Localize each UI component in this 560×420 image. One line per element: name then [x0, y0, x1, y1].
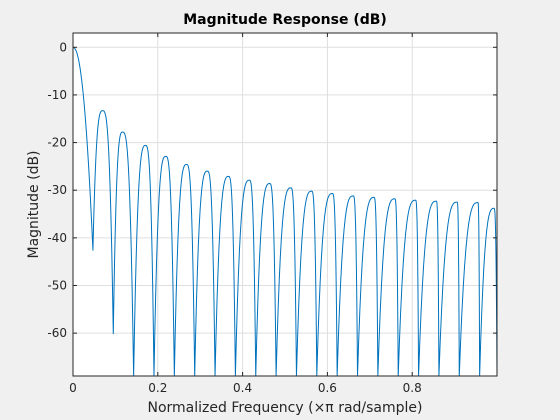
grid-lines	[72, 33, 497, 376]
y-tick-label: -60	[47, 326, 67, 340]
plot-area	[73, 33, 497, 376]
x-tick-label: 0.2	[148, 381, 167, 395]
magnitude-response-line	[73, 46, 497, 376]
y-tick-label: -40	[47, 231, 67, 245]
x-tick-label: 0.4	[233, 381, 252, 395]
x-tick-label: 0	[69, 381, 77, 395]
axes-box	[72, 32, 498, 377]
y-tick-label: -30	[47, 183, 67, 197]
y-tick-label: 0	[59, 40, 67, 54]
y-tick-label: -50	[47, 278, 67, 292]
series-layer	[73, 46, 497, 376]
x-axis-label: Normalized Frequency (×π rad/sample)	[148, 400, 423, 416]
chart-title: Magnitude Response (dB)	[183, 12, 387, 28]
x-tick-label: 0.6	[318, 381, 337, 395]
y-tick-label: -10	[47, 88, 67, 102]
ticks: 0 0.2 0.4 0.6 0.8 0 -10 -20 -30 -40 -50 -60	[47, 33, 497, 395]
y-axis-label: Magnitude (dB)	[26, 150, 42, 258]
y-tick-label: -20	[47, 136, 67, 150]
x-tick-label: 0.8	[403, 381, 422, 395]
